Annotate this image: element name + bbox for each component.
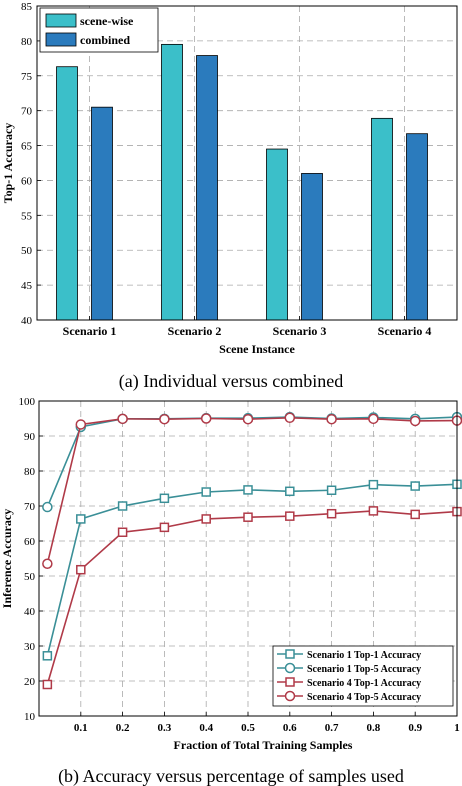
data-point-Scenario 1 Top-1 Accuracy [243,485,253,495]
y-tick-label: 60 [21,175,33,187]
data-point-Scenario 4 Top-5 Accuracy [242,413,254,425]
y-tick-label: 80 [21,36,33,48]
bar-scene-wise-1 [56,66,78,321]
x-tick-label: Scenario 4 [378,324,432,338]
bar-chart-individual-vs-combined: 40 45 50 55 60 65 70 75 80 85 Scenario 1 Scenario 2… [1,1,458,356]
plot-frame [36,5,458,321]
x-axis-label: Fraction of Total Training Samples [174,738,353,752]
data-point-Scenario 4 Top-1 Accuracy [201,514,211,524]
legend-marker-Scenario 1 Top-1 Accuracy [285,649,295,659]
y-tick-label: 75 [21,71,33,83]
data-point-Scenario 4 Top-1 Accuracy [117,527,128,537]
y-tick-label: 80 [24,466,36,478]
y-tick-label: 40 [21,315,33,327]
y-tick-label: 50 [24,571,36,583]
legend-label-Scenario 1 Top-5 Accuracy: Scenario 1 Top-5 Accuracy [307,664,421,675]
y-tick-label: 40 [24,606,36,618]
data-point-Scenario 4 Top-5 Accuracy [75,419,87,430]
y-tick-label: 70 [24,501,36,513]
x-tick-label: 1 [454,722,460,734]
data-point-Scenario 1 Top-1 Accuracy [76,514,86,524]
y-tick-label: 20 [24,676,36,688]
bar-combined-4 [406,133,428,321]
data-point-Scenario 4 Top-1 Accuracy [368,506,379,516]
bar-scene-wise-3 [266,148,288,321]
x-tick-label: 0.2 [116,722,130,734]
y-tick-label: 10 [24,711,36,723]
y-axis-label: Inference Accuracy [0,509,14,608]
data-point-Scenario 4 Top-5 Accuracy [200,413,212,424]
bar-scene-wise-4 [371,117,393,321]
legend-swatch-scene-wise [45,13,77,28]
data-point-Scenario 4 Top-1 Accuracy [159,522,170,533]
data-point-Scenario 1 Top-1 Accuracy [42,651,53,661]
x-tick-label: 0.9 [408,722,422,734]
data-point-Scenario 4 Top-1 Accuracy [42,679,53,690]
data-point-Scenario 4 Top-5 Accuracy [117,413,128,425]
data-point-Scenario 4 Top-1 Accuracy [243,512,253,522]
data-point-Scenario 1 Top-1 Accuracy [368,479,379,490]
x-tick-label: 0.7 [325,722,339,734]
data-point-Scenario 1 Top-1 Accuracy [285,486,295,497]
y-tick-label: 100 [19,396,36,408]
x-tick-label: 0.3 [158,722,172,734]
x-axis-label: Scene Instance [219,342,295,356]
y-tick-label: 55 [21,210,33,222]
data-point-Scenario 1 Top-1 Accuracy [326,485,337,495]
legend-swatch-combined [45,32,77,47]
data-point-Scenario 4 Top-1 Accuracy [410,509,420,520]
legend-marker-Scenario 4 Top-1 Accuracy [285,677,295,687]
y-tick-label: 50 [21,245,33,257]
data-point-Scenario 1 Top-1 Accuracy [201,487,211,497]
x-tick-label: 0.1 [74,722,88,734]
bar-combined-3 [301,173,323,321]
line-chart-accuracy-vs-samples: 10 20 30 40 50 60 70 80 90 100 0.1 0.2 0.3 0.4 0.5 0.6 0… [0,396,462,752]
y-tick-label: 30 [24,641,36,653]
caption-b: (b) Accuracy versus percentage of sample… [58,766,404,786]
y-axis-label: Top-1 Accuracy [1,123,15,204]
legend-marker-Scenario 1 Top-5 Accuracy [284,662,296,674]
bar-scene-wise-2 [161,43,183,321]
data-point-Scenario 1 Top-1 Accuracy [159,493,170,504]
data-point-Scenario 4 Top-5 Accuracy [326,413,337,425]
caption-a: (a) Individual versus combined [119,371,343,392]
data-point-Scenario 4 Top-1 Accuracy [326,508,337,519]
x-tick-label: 0.5 [241,722,255,734]
x-tick-label: 0.8 [367,722,381,734]
data-point-Scenario 1 Top-5 Accuracy [42,501,53,513]
plot-frame [38,400,458,717]
data-point-Scenario 4 Top-5 Accuracy [42,558,53,569]
bar-combined-2 [196,55,218,321]
data-point-Scenario 1 Top-1 Accuracy [410,481,420,491]
x-tick-label: 0.6 [283,722,297,734]
data-point-Scenario 4 Top-5 Accuracy [368,413,379,425]
bar-combined-1 [91,106,113,321]
data-point-Scenario 4 Top-5 Accuracy [159,413,170,425]
x-tick-label: Scenario 3 [273,324,327,338]
legend-marker-Scenario 4 Top-5 Accuracy [284,690,296,702]
data-point-Scenario 4 Top-5 Accuracy [284,412,296,424]
y-tick-label: 90 [24,431,36,443]
data-point-Scenario 4 Top-5 Accuracy [409,415,421,427]
data-point-Scenario 4 Top-1 Accuracy [76,564,86,575]
legend-label-Scenario 1 Top-1 Accuracy: Scenario 1 Top-1 Accuracy [307,650,421,661]
x-tick-label: Scenario 2 [168,324,222,338]
legend-label-Scenario 4 Top-1 Accuracy: Scenario 4 Top-1 Accuracy [307,678,421,689]
data-point-Scenario 1 Top-1 Accuracy [117,501,128,511]
y-tick-label: 60 [24,536,36,548]
data-point-Scenario 4 Top-1 Accuracy [285,511,295,521]
y-tick-label: 85 [21,1,33,13]
legend-label-scene-wise: scene-wise [80,14,134,28]
legend-label-combined: combined [80,33,130,47]
x-tick-label: Scenario 1 [63,324,117,338]
legend-label-Scenario 4 Top-5 Accuracy: Scenario 4 Top-5 Accuracy [307,692,421,703]
x-tick-label: 0.4 [199,722,213,734]
y-tick-label: 70 [21,106,33,118]
y-tick-label: 45 [21,280,33,292]
y-tick-label: 65 [21,141,33,153]
